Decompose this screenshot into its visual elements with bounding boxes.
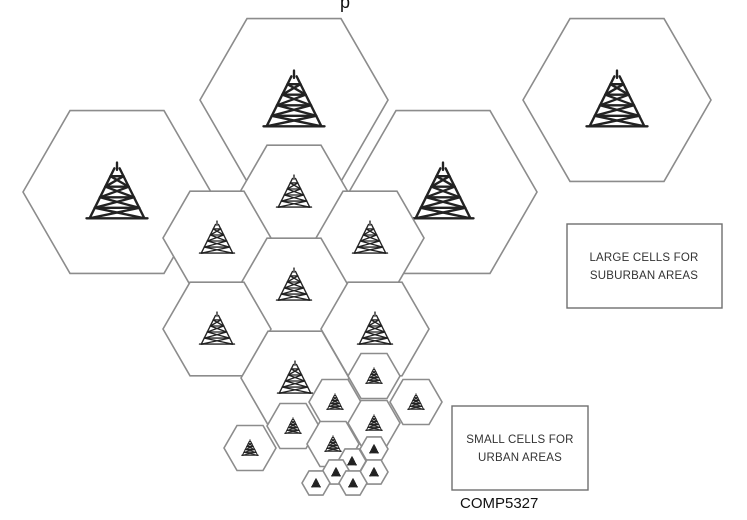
large-cells-label-box bbox=[566, 223, 723, 309]
cell-tower-icon bbox=[85, 161, 149, 220]
cell-tower-icon bbox=[356, 311, 394, 345]
cell-tower-icon bbox=[351, 220, 389, 254]
cell-tower-icon bbox=[331, 467, 341, 477]
small-cells-label-line-1: SMALL CELLS FOR bbox=[466, 434, 573, 446]
cell-tower-icon bbox=[276, 360, 314, 394]
small-cells-label-box bbox=[451, 405, 589, 491]
cell-tower-icon bbox=[347, 456, 357, 466]
cell-tower-icon bbox=[369, 444, 379, 454]
cell-tower-icon bbox=[198, 220, 236, 254]
cell-tower-icon bbox=[365, 414, 383, 431]
cell-tower-icon bbox=[407, 393, 425, 410]
cell-tower-icon bbox=[275, 267, 313, 301]
cell-tower-icon bbox=[326, 393, 344, 410]
cell-tower-icon bbox=[369, 467, 379, 477]
cell-tower-icon bbox=[198, 311, 236, 345]
cell-tower-icon bbox=[311, 478, 321, 488]
large-cells-label-line-2: SUBURBAN AREAS bbox=[590, 270, 698, 282]
large-cells-label-line-1: LARGE CELLS FOR bbox=[589, 252, 698, 264]
small-cells-label-line-2: URBAN AREAS bbox=[478, 452, 562, 464]
course-code: COMP5327 bbox=[460, 495, 538, 512]
cell-tower-icon bbox=[585, 69, 649, 128]
cell-tower-icon bbox=[275, 174, 313, 208]
title-fragment: p bbox=[340, 0, 350, 12]
cell-tower-icon bbox=[324, 435, 342, 452]
cell-tower-icon bbox=[348, 478, 358, 488]
cell-tower-icon bbox=[241, 439, 259, 456]
hexagon-cells bbox=[22, 17, 712, 496]
cell-tower-icon bbox=[284, 417, 302, 434]
cell-tower-icon bbox=[365, 367, 383, 384]
cell-tower-icon bbox=[262, 69, 326, 128]
